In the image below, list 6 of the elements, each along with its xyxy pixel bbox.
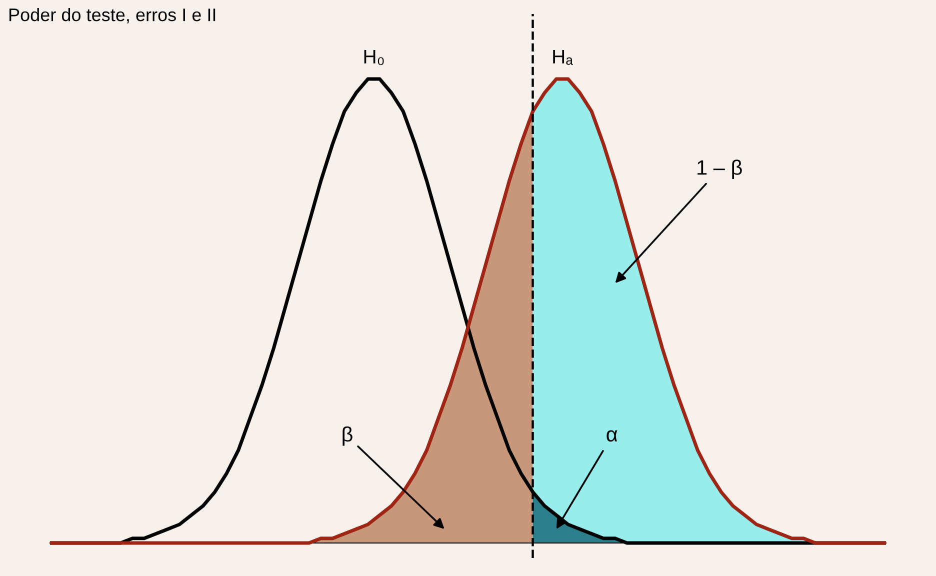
annotation: α	[606, 430, 618, 442]
series-label: H₀	[364, 50, 384, 66]
annotation: 1 – β	[698, 160, 742, 179]
annotation: β	[342, 426, 352, 446]
chart-title: Poder do teste, erros I e II	[9, 8, 216, 24]
series-label: Hₐ	[553, 50, 573, 65]
